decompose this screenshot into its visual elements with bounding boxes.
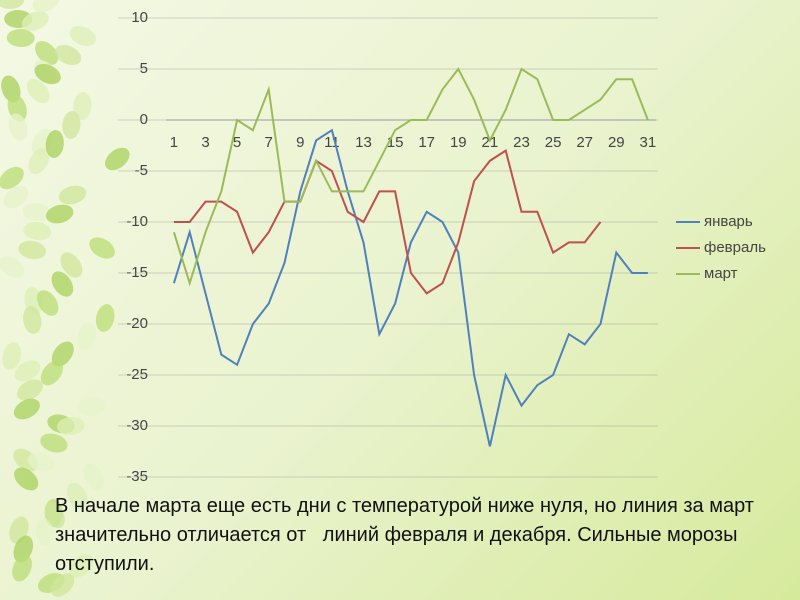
y-tick-label: -5 xyxy=(135,162,148,179)
y-tick-label: -25 xyxy=(126,366,148,383)
leaf xyxy=(12,554,32,582)
leaf xyxy=(105,147,130,171)
legend-label: январь xyxy=(704,213,753,230)
leaf xyxy=(21,11,49,31)
x-tick-label: 3 xyxy=(201,134,209,151)
y-tick-label: -20 xyxy=(126,315,148,332)
leaf xyxy=(58,185,87,205)
leaf xyxy=(3,185,29,209)
legend-label: февраль xyxy=(704,239,766,256)
leaf xyxy=(23,306,42,334)
leaf xyxy=(95,304,115,332)
leaf xyxy=(56,416,85,436)
leaf xyxy=(26,78,50,104)
leaf xyxy=(77,397,106,417)
leaf xyxy=(62,111,81,139)
leaf xyxy=(32,0,60,12)
leaf xyxy=(40,360,63,386)
leaf xyxy=(14,360,41,382)
leaf xyxy=(45,204,74,224)
leaf xyxy=(50,573,75,597)
x-tick-label: 13 xyxy=(355,134,372,151)
leaf xyxy=(23,221,52,241)
leaf xyxy=(0,256,25,278)
y-tick-label: -30 xyxy=(126,417,148,434)
x-tick-label: 23 xyxy=(513,134,530,151)
caption: В начале марта еще есть дни с температур… xyxy=(55,495,760,575)
leaf xyxy=(0,166,24,190)
leaf xyxy=(73,92,92,120)
y-tick-label: 0 xyxy=(140,111,148,128)
leaf xyxy=(34,63,61,85)
x-tick-label: 7 xyxy=(265,134,273,151)
x-tick-label: 27 xyxy=(576,134,593,151)
leaf xyxy=(36,290,59,316)
leaf xyxy=(6,28,35,48)
leaf xyxy=(89,237,115,259)
x-tick-label: 19 xyxy=(450,134,467,151)
leaf xyxy=(28,148,50,174)
series-line xyxy=(173,149,602,295)
series-line xyxy=(172,67,649,287)
y-tick-label: -10 xyxy=(126,213,148,230)
leaf xyxy=(0,0,24,9)
y-tick-label: -15 xyxy=(126,264,148,281)
leaf xyxy=(13,398,40,420)
leaf xyxy=(35,518,54,546)
leaf xyxy=(60,252,83,278)
y-tick-label: 10 xyxy=(131,9,148,26)
leaf xyxy=(8,113,28,141)
leaf xyxy=(27,452,55,472)
leaf xyxy=(51,271,74,297)
x-tick-label: 9 xyxy=(296,134,304,151)
leaf xyxy=(45,130,64,158)
leaf xyxy=(44,501,65,529)
x-tick-label: 29 xyxy=(608,134,625,151)
series-line xyxy=(172,128,648,447)
leaf-decoration xyxy=(0,0,130,597)
x-tick-label: 1 xyxy=(170,134,178,151)
leaf xyxy=(69,554,93,578)
x-tick-label: 5 xyxy=(233,134,241,151)
legend-label: март xyxy=(704,265,738,282)
leaf xyxy=(69,25,97,47)
leaf xyxy=(77,323,96,351)
leaf xyxy=(83,463,104,491)
leaf xyxy=(34,41,59,65)
y-tick-label: -35 xyxy=(126,468,148,485)
leaf xyxy=(22,202,51,222)
leaf xyxy=(18,240,47,260)
leaf xyxy=(66,482,88,510)
leaf xyxy=(40,433,68,453)
leaf xyxy=(2,342,22,370)
leaf xyxy=(54,44,82,66)
leaf xyxy=(51,341,74,367)
y-tick-label: 5 xyxy=(140,60,148,77)
leaf xyxy=(17,379,43,401)
x-tick-label: 31 xyxy=(640,134,657,151)
x-tick-label: 25 xyxy=(545,134,562,151)
leaf xyxy=(14,467,39,491)
x-tick-label: 17 xyxy=(418,134,435,151)
